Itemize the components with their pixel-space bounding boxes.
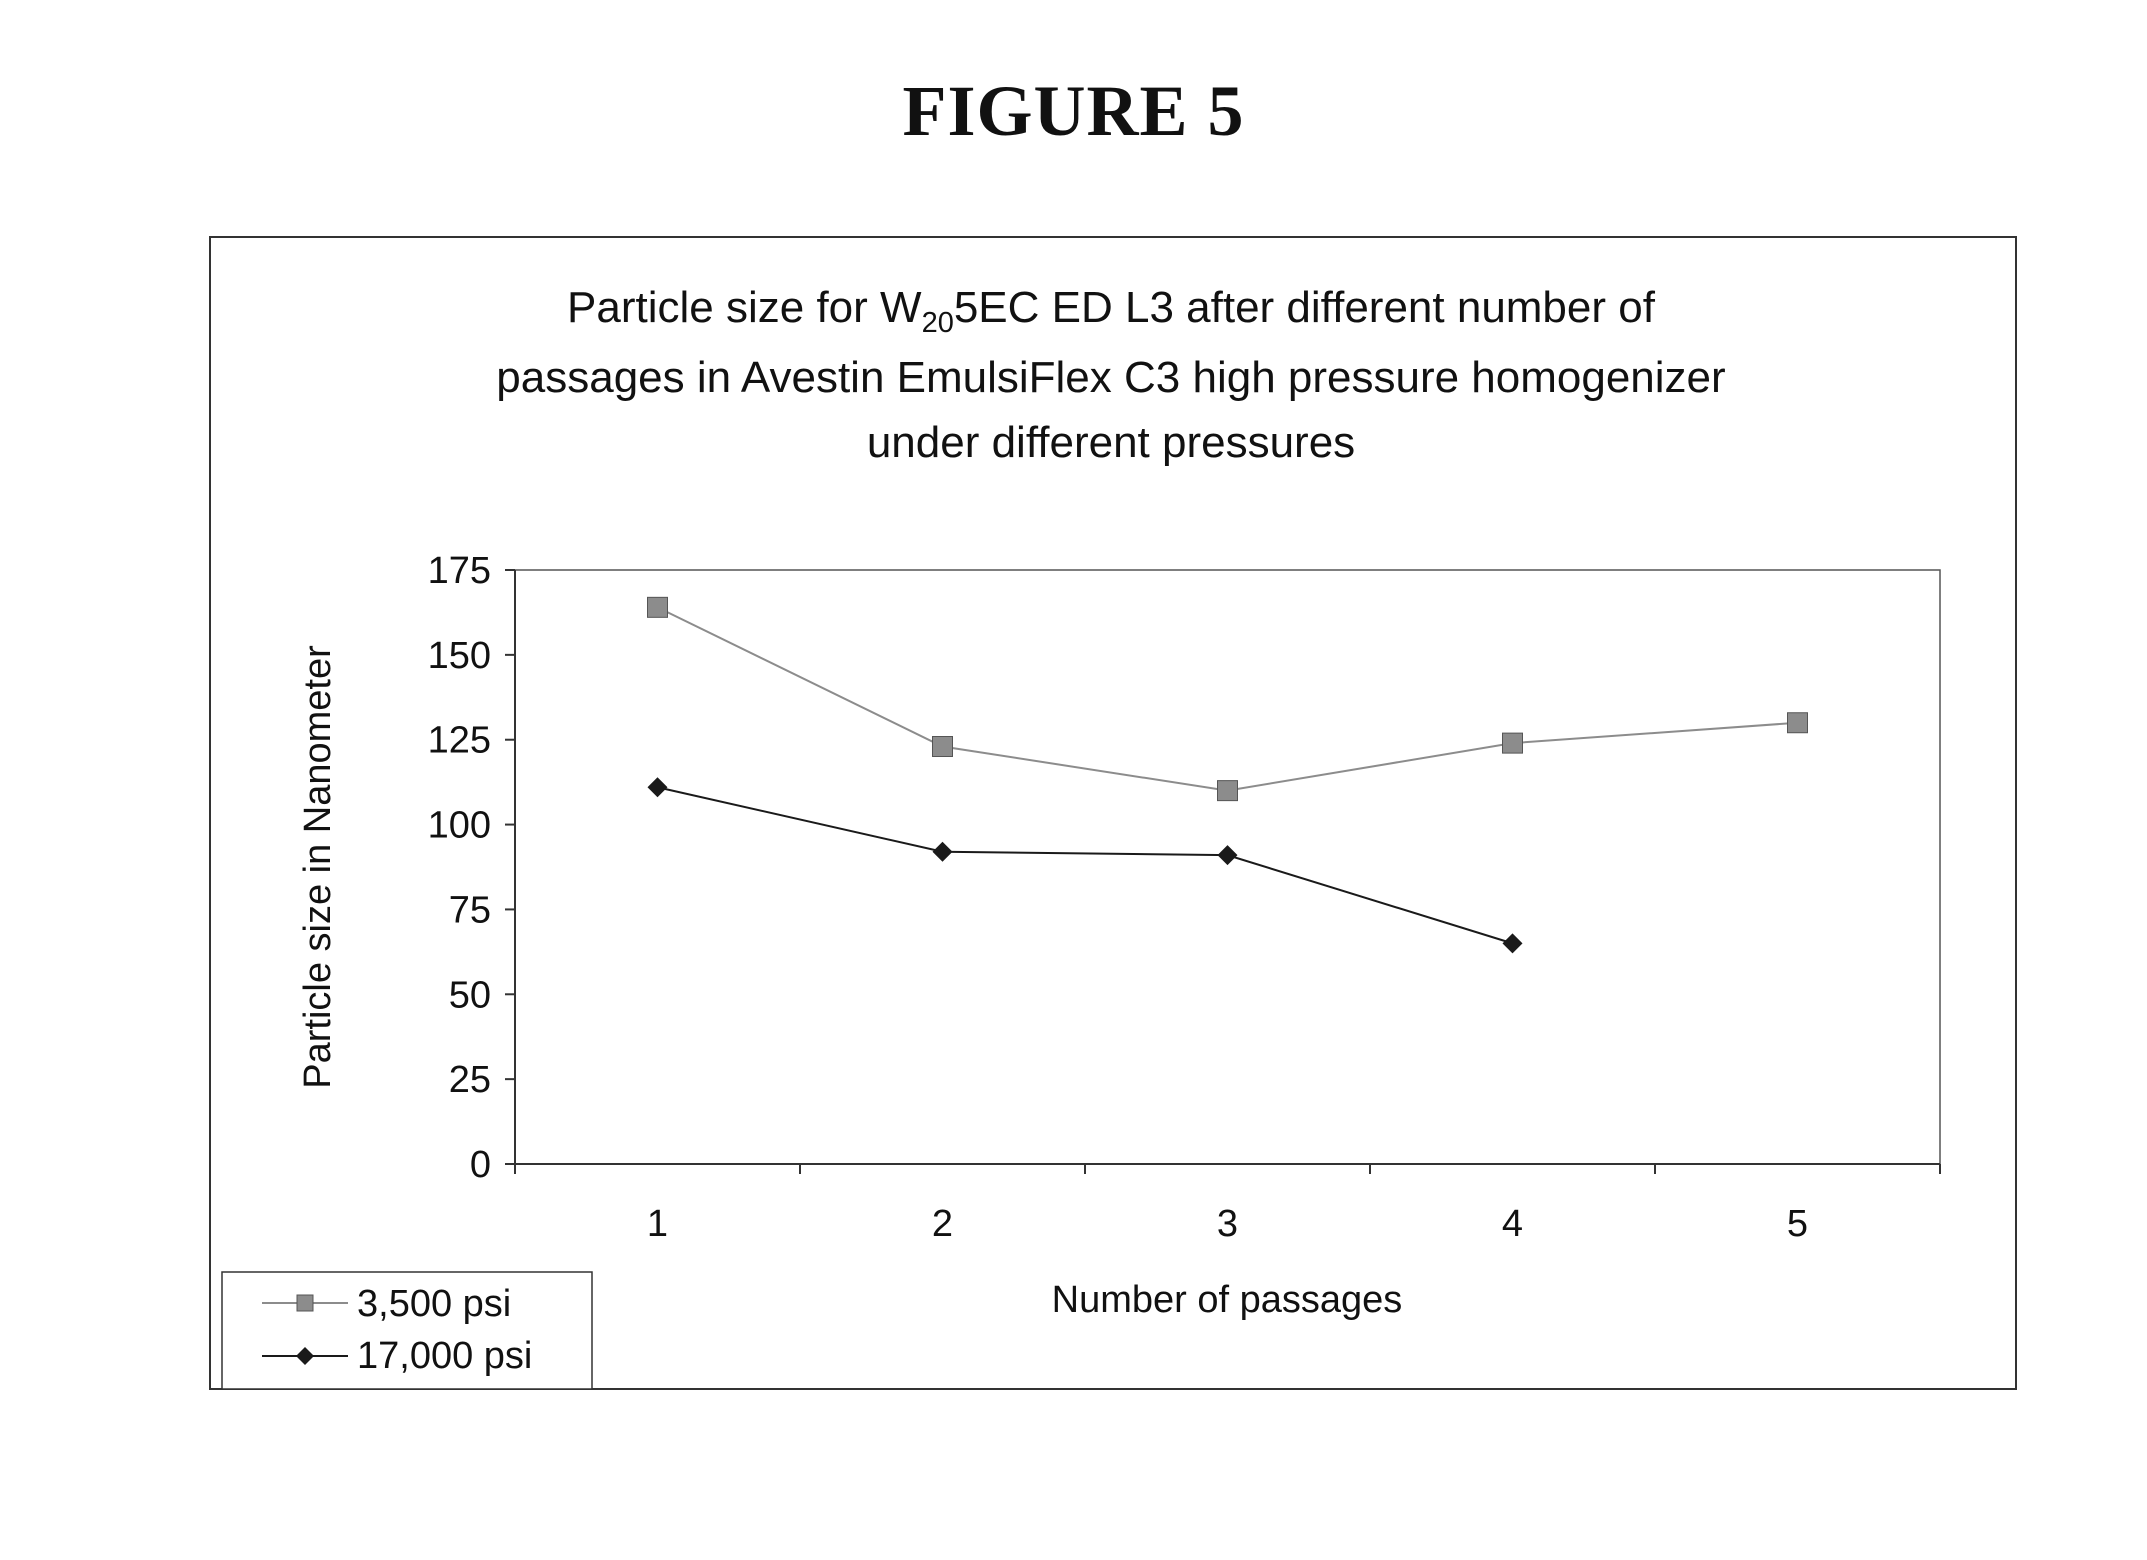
y-tick-label: 0 <box>470 1144 491 1186</box>
data-point-square <box>1788 713 1808 733</box>
y-axis-title: Particle size in Nanometer <box>297 645 339 1089</box>
y-tick-label: 50 <box>449 974 491 1016</box>
legend-marker-3500 <box>297 1295 313 1311</box>
x-tick-label: 4 <box>1502 1203 1523 1245</box>
legend: 3,500 psi 17,000 psi <box>222 1272 592 1389</box>
legend-label-17000: 17,000 psi <box>357 1335 532 1377</box>
y-tick-label: 150 <box>428 635 491 677</box>
data-point-square <box>933 737 953 757</box>
y-tick-label: 100 <box>428 805 491 847</box>
x-tick-label: 3 <box>1217 1203 1238 1245</box>
data-point-square <box>1218 781 1238 801</box>
x-tick-label: 5 <box>1787 1203 1808 1245</box>
chart-title-line-3: under different pressures <box>867 418 1355 467</box>
x-tick-label: 2 <box>932 1203 953 1245</box>
data-point-square <box>1503 733 1523 753</box>
plot-area <box>515 570 1940 1164</box>
chart-title-suffix: 5EC ED L3 after different number of <box>954 283 1656 332</box>
x-axis-title: Number of passages <box>1052 1279 1403 1321</box>
x-tick-label: 1 <box>647 1203 668 1245</box>
y-tick-label: 125 <box>428 720 491 762</box>
y-tick-label: 75 <box>449 889 491 931</box>
legend-label-3500: 3,500 psi <box>357 1283 511 1325</box>
y-tick-label: 25 <box>449 1059 491 1101</box>
chart-title-prefix: Particle size for W <box>567 283 922 332</box>
y-tick-label: 175 <box>428 550 491 592</box>
chart-title-line-1: Particle size for W205EC ED L3 after dif… <box>567 283 1656 339</box>
chart-title-line-2: passages in Avestin EmulsiFlex C3 high p… <box>496 353 1725 402</box>
chart-title-subscript: 20 <box>922 307 954 339</box>
data-point-square <box>648 597 668 617</box>
